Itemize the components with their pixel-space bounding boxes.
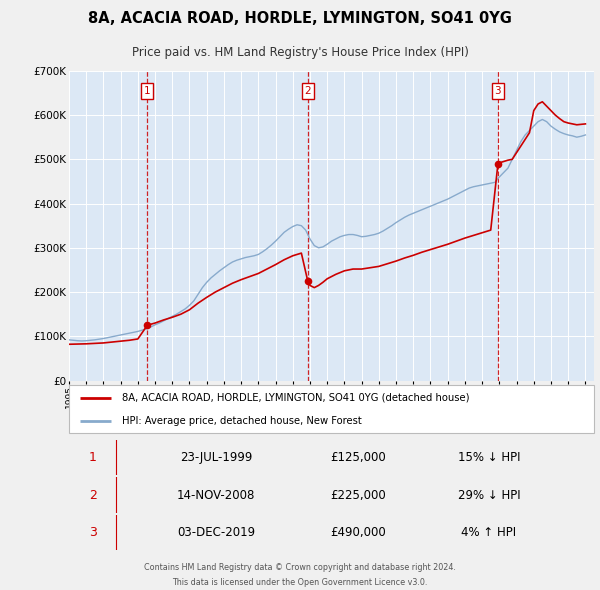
Text: 8A, ACACIA ROAD, HORDLE, LYMINGTON, SO41 0YG (detached house): 8A, ACACIA ROAD, HORDLE, LYMINGTON, SO41…	[121, 392, 469, 402]
Text: 3: 3	[494, 86, 501, 96]
Text: 4% ↑ HPI: 4% ↑ HPI	[461, 526, 517, 539]
Text: 8A, ACACIA ROAD, HORDLE, LYMINGTON, SO41 0YG: 8A, ACACIA ROAD, HORDLE, LYMINGTON, SO41…	[88, 11, 512, 27]
Text: 2: 2	[89, 489, 97, 502]
Text: 23-JUL-1999: 23-JUL-1999	[180, 451, 252, 464]
Text: 15% ↓ HPI: 15% ↓ HPI	[458, 451, 520, 464]
Text: £125,000: £125,000	[330, 451, 386, 464]
Text: 1: 1	[89, 451, 97, 464]
Text: 14-NOV-2008: 14-NOV-2008	[177, 489, 255, 502]
Text: £225,000: £225,000	[330, 489, 386, 502]
Text: 2: 2	[304, 86, 311, 96]
Text: £490,000: £490,000	[330, 526, 386, 539]
Text: 3: 3	[89, 526, 97, 539]
Text: 03-DEC-2019: 03-DEC-2019	[177, 526, 255, 539]
Text: HPI: Average price, detached house, New Forest: HPI: Average price, detached house, New …	[121, 416, 361, 426]
FancyBboxPatch shape	[69, 385, 594, 432]
Text: Contains HM Land Registry data © Crown copyright and database right 2024.: Contains HM Land Registry data © Crown c…	[144, 563, 456, 572]
Text: This data is licensed under the Open Government Licence v3.0.: This data is licensed under the Open Gov…	[172, 578, 428, 587]
Text: 29% ↓ HPI: 29% ↓ HPI	[458, 489, 520, 502]
Text: Price paid vs. HM Land Registry's House Price Index (HPI): Price paid vs. HM Land Registry's House …	[131, 47, 469, 60]
Text: 1: 1	[144, 86, 151, 96]
